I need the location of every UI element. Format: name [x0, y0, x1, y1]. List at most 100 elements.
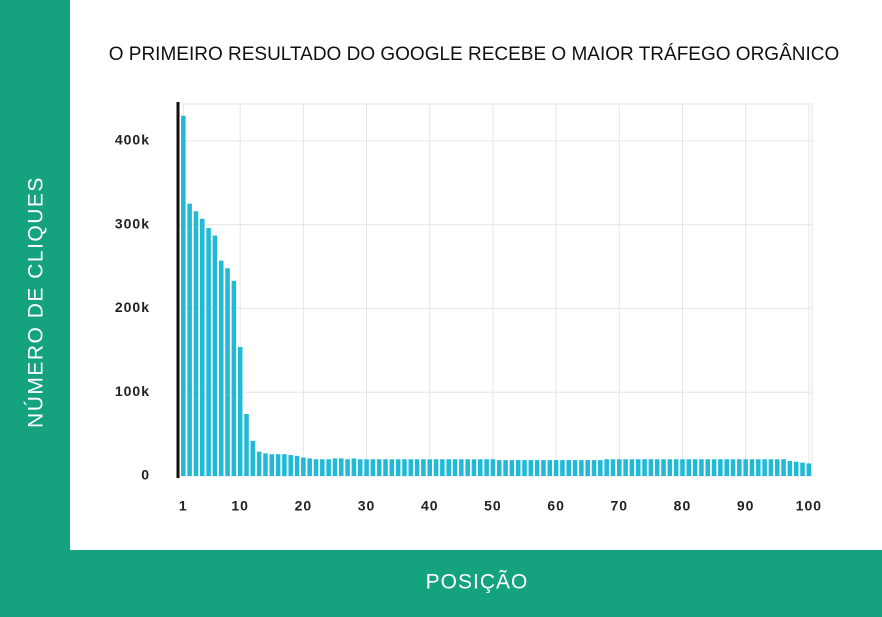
bar: [711, 459, 717, 476]
bar: [218, 260, 224, 476]
bar: [692, 459, 698, 476]
bar: [566, 460, 572, 476]
bar: [743, 459, 748, 476]
bar: [806, 463, 812, 476]
bar: [332, 458, 338, 476]
bar: [459, 459, 464, 476]
bar: [389, 459, 395, 476]
bar: [553, 460, 559, 476]
bar: [288, 455, 294, 476]
bottom-band: [70, 550, 882, 617]
bar: [484, 459, 489, 476]
bar: [256, 451, 262, 476]
y-tick-label: 300k: [115, 215, 150, 231]
y-tick-label: 400k: [115, 132, 150, 148]
chart-title: O PRIMEIRO RESULTADO DO GOOGLE RECEBE O …: [109, 43, 840, 65]
y-tick-label: 200k: [115, 299, 150, 315]
bar: [250, 440, 256, 476]
bar: [686, 459, 692, 476]
bar: [604, 459, 609, 476]
bar: [756, 459, 761, 476]
x-tick-label: 10: [231, 498, 249, 514]
bar: [206, 228, 211, 476]
bar: [212, 235, 218, 476]
bar: [547, 460, 553, 476]
bar: [768, 459, 774, 476]
bar: [680, 459, 685, 476]
bar: [730, 459, 736, 476]
x-tick-label: 90: [737, 498, 755, 514]
bar: [187, 203, 192, 476]
bar: [572, 460, 578, 476]
x-tick-label: 30: [358, 498, 376, 514]
x-tick-label: 80: [674, 498, 692, 514]
bar: [522, 460, 527, 476]
bar: [648, 459, 654, 476]
bar: [490, 459, 496, 476]
bar: [635, 459, 641, 476]
bar: [351, 458, 357, 476]
bar: [199, 218, 205, 476]
bar: [193, 211, 199, 477]
grid: [176, 103, 813, 477]
bar: [737, 459, 742, 476]
bar: [749, 459, 755, 476]
y-axis-label: NÚMERO DE CLIQUES: [25, 176, 48, 428]
bar: [320, 459, 325, 476]
bar: [181, 115, 186, 476]
bar: [357, 459, 363, 476]
bar: [307, 458, 312, 476]
bar: [673, 459, 679, 476]
bar: [667, 459, 673, 476]
bar: [370, 459, 376, 476]
bar: [313, 459, 319, 476]
x-tick-label: 70: [610, 498, 628, 514]
bar: [774, 459, 780, 476]
bar: [345, 459, 350, 476]
bar: [364, 459, 369, 476]
bar: [623, 459, 628, 476]
bar: [579, 460, 584, 476]
bar: [781, 459, 786, 476]
bar: [326, 459, 331, 476]
bar: [452, 459, 458, 476]
bar: [591, 460, 597, 476]
x-tick-label: 1: [179, 498, 188, 514]
bar: [231, 280, 237, 476]
plot-area: [176, 103, 813, 477]
bar: [661, 459, 666, 476]
x-tick-label: 20: [295, 498, 313, 514]
bar: [244, 414, 249, 476]
x-tick-label: 60: [547, 498, 565, 514]
bar: [383, 459, 388, 476]
bar: [718, 459, 723, 476]
bars: [181, 115, 812, 477]
bar: [787, 460, 793, 476]
bar: [654, 459, 660, 476]
bar: [269, 454, 275, 476]
bar: [421, 459, 426, 476]
bar: [294, 455, 300, 476]
bar: [503, 460, 508, 476]
x-tick-label: 100: [796, 498, 822, 514]
bar: [642, 459, 647, 476]
bar: [793, 461, 799, 476]
bar: [800, 462, 805, 476]
bar: [446, 459, 451, 476]
bar: [414, 459, 420, 476]
bar: [509, 460, 515, 476]
bar: [225, 268, 230, 476]
bar: [629, 459, 635, 476]
x-tick-label: 50: [484, 498, 502, 514]
bar: [275, 454, 281, 476]
bar: [478, 459, 483, 476]
bar: [496, 460, 502, 476]
bar: [465, 459, 470, 476]
bar: [433, 459, 439, 476]
bar: [408, 459, 414, 476]
bar: [395, 459, 401, 476]
bar: [515, 460, 521, 476]
bar: [534, 460, 540, 476]
bar: [598, 460, 603, 476]
